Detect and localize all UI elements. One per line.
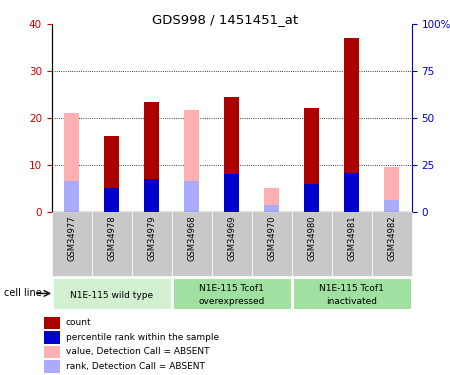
Text: GSM34969: GSM34969 [227,215,236,261]
Bar [53,278,171,309]
Bar [104,188,119,212]
Text: GSM34979: GSM34979 [147,215,156,261]
Text: rank, Detection Call = ABSENT: rank, Detection Call = ABSENT [66,362,205,371]
Bar [292,212,332,276]
Bar [344,39,360,212]
Bar [44,346,60,358]
Bar [212,212,252,276]
Bar [104,136,119,212]
Text: N1E-115 Tcof1: N1E-115 Tcof1 [320,284,384,293]
Text: GSM34980: GSM34980 [307,215,316,261]
Text: value, Detection Call = ABSENT: value, Detection Call = ABSENT [66,348,209,357]
Bar [144,102,159,212]
Bar [224,174,239,212]
Bar [264,205,279,212]
Bar [144,179,159,212]
Bar [252,212,292,276]
Bar [304,108,320,212]
Bar [304,184,320,212]
Text: GSM34982: GSM34982 [387,215,396,261]
Bar [173,278,291,309]
Bar [332,212,372,276]
Bar [172,212,212,276]
Bar [44,360,60,373]
Text: GSM34970: GSM34970 [267,215,276,261]
Bar [184,182,199,212]
Bar [92,212,132,276]
Text: inactivated: inactivated [326,297,377,306]
Bar [52,212,92,276]
Text: cell line: cell line [4,288,42,298]
Bar [372,212,412,276]
Text: GSM34978: GSM34978 [107,215,116,261]
Bar [132,212,172,276]
Bar [44,316,60,329]
Bar [44,331,60,344]
Text: N1E-115 wild type: N1E-115 wild type [70,291,153,300]
Bar [184,110,199,212]
Bar [293,278,410,309]
Text: GSM34968: GSM34968 [187,215,196,261]
Text: GSM34981: GSM34981 [347,215,356,261]
Text: GDS998 / 1451451_at: GDS998 / 1451451_at [152,13,298,26]
Bar [264,188,279,212]
Text: count: count [66,318,91,327]
Bar [344,173,360,212]
Bar [384,200,399,212]
Bar [64,113,79,212]
Text: percentile rank within the sample: percentile rank within the sample [66,333,219,342]
Bar [224,97,239,212]
Text: overexpressed: overexpressed [198,297,265,306]
Text: N1E-115 Tcof1: N1E-115 Tcof1 [199,284,264,293]
Bar [64,182,79,212]
Bar [384,167,399,212]
Text: GSM34977: GSM34977 [67,215,76,261]
